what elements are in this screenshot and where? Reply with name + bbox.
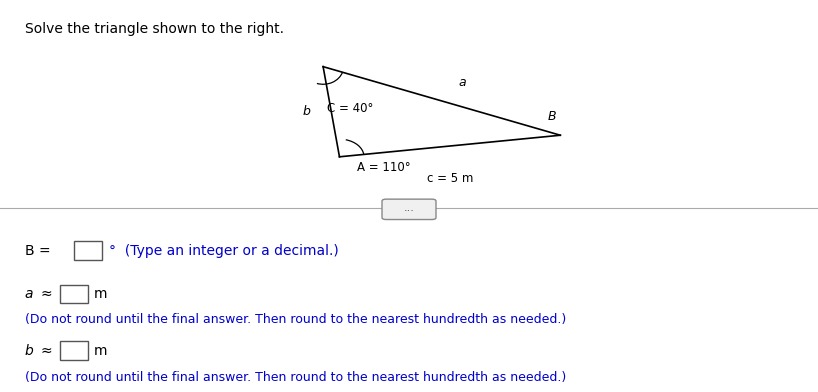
FancyBboxPatch shape (382, 199, 436, 220)
Text: m: m (94, 344, 108, 358)
Text: a: a (25, 287, 33, 301)
Text: (Do not round until the final answer. Then round to the nearest hundredth as nee: (Do not round until the final answer. Th… (25, 370, 566, 384)
Text: C = 40°: C = 40° (327, 102, 374, 115)
Text: B: B (548, 111, 556, 123)
Text: (Do not round until the final answer. Then round to the nearest hundredth as nee: (Do not round until the final answer. Th… (25, 313, 566, 326)
Text: c = 5 m: c = 5 m (427, 172, 473, 185)
Text: ...: ... (403, 203, 415, 213)
FancyBboxPatch shape (60, 285, 88, 303)
Text: °  (Type an integer or a decimal.): ° (Type an integer or a decimal.) (109, 244, 339, 258)
FancyBboxPatch shape (74, 241, 102, 260)
Text: m: m (94, 287, 108, 301)
Text: a: a (458, 76, 465, 89)
Text: B =: B = (25, 244, 50, 258)
Text: Solve the triangle shown to the right.: Solve the triangle shown to the right. (25, 22, 284, 36)
Text: b: b (303, 105, 311, 118)
Text: b: b (25, 344, 34, 358)
Text: ≈: ≈ (41, 344, 52, 358)
FancyBboxPatch shape (60, 341, 88, 360)
Text: ≈: ≈ (41, 287, 52, 301)
Text: A = 110°: A = 110° (357, 161, 411, 174)
